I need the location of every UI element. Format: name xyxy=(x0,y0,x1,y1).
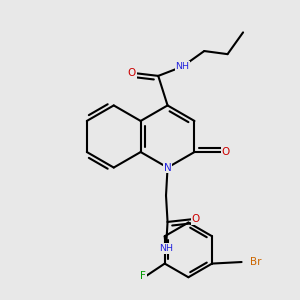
Text: O: O xyxy=(191,214,200,224)
Text: NH: NH xyxy=(159,244,173,253)
Text: NH: NH xyxy=(176,62,190,71)
Text: Br: Br xyxy=(250,257,261,267)
Text: N: N xyxy=(164,163,171,172)
Text: F: F xyxy=(140,271,146,281)
Text: O: O xyxy=(128,68,136,78)
Text: O: O xyxy=(221,147,230,157)
